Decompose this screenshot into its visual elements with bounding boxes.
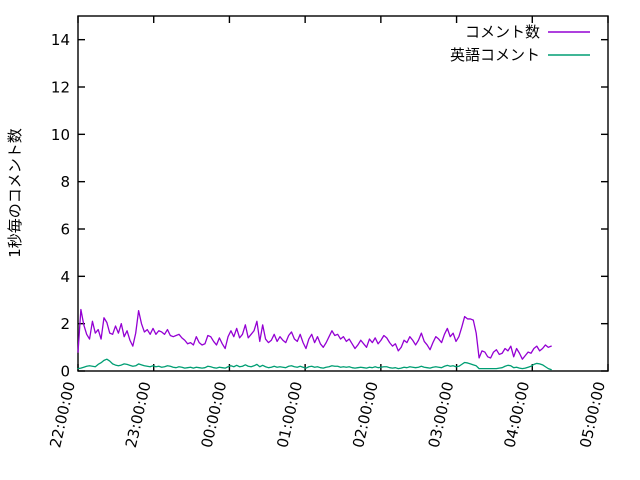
y-tick-label-12: 12 [51, 79, 70, 97]
legend-label-0: コメント数 [465, 23, 540, 41]
y-axis-title: 1秒毎のコメント数 [6, 128, 24, 258]
y-tick-label-2: 2 [60, 315, 70, 333]
y-tick-label-4: 4 [60, 268, 70, 286]
series-line-comments [77, 308, 552, 360]
y-tick-label-0: 0 [60, 363, 70, 381]
data-series-group [77, 308, 552, 371]
y-axis-tick-marks [78, 38, 608, 372]
legend-label-1: 英語コメント [450, 46, 540, 64]
series-line-english-comments [77, 358, 552, 371]
y-tick-label-8: 8 [60, 173, 70, 191]
y-axis-tick-labels: 0 2 4 6 8 10 12 14 [51, 31, 70, 380]
y-tick-label-14: 14 [51, 31, 70, 49]
plot-frame [77, 15, 609, 372]
y-tick-label-10: 10 [51, 126, 70, 144]
y-tick-label-6: 6 [60, 221, 70, 239]
